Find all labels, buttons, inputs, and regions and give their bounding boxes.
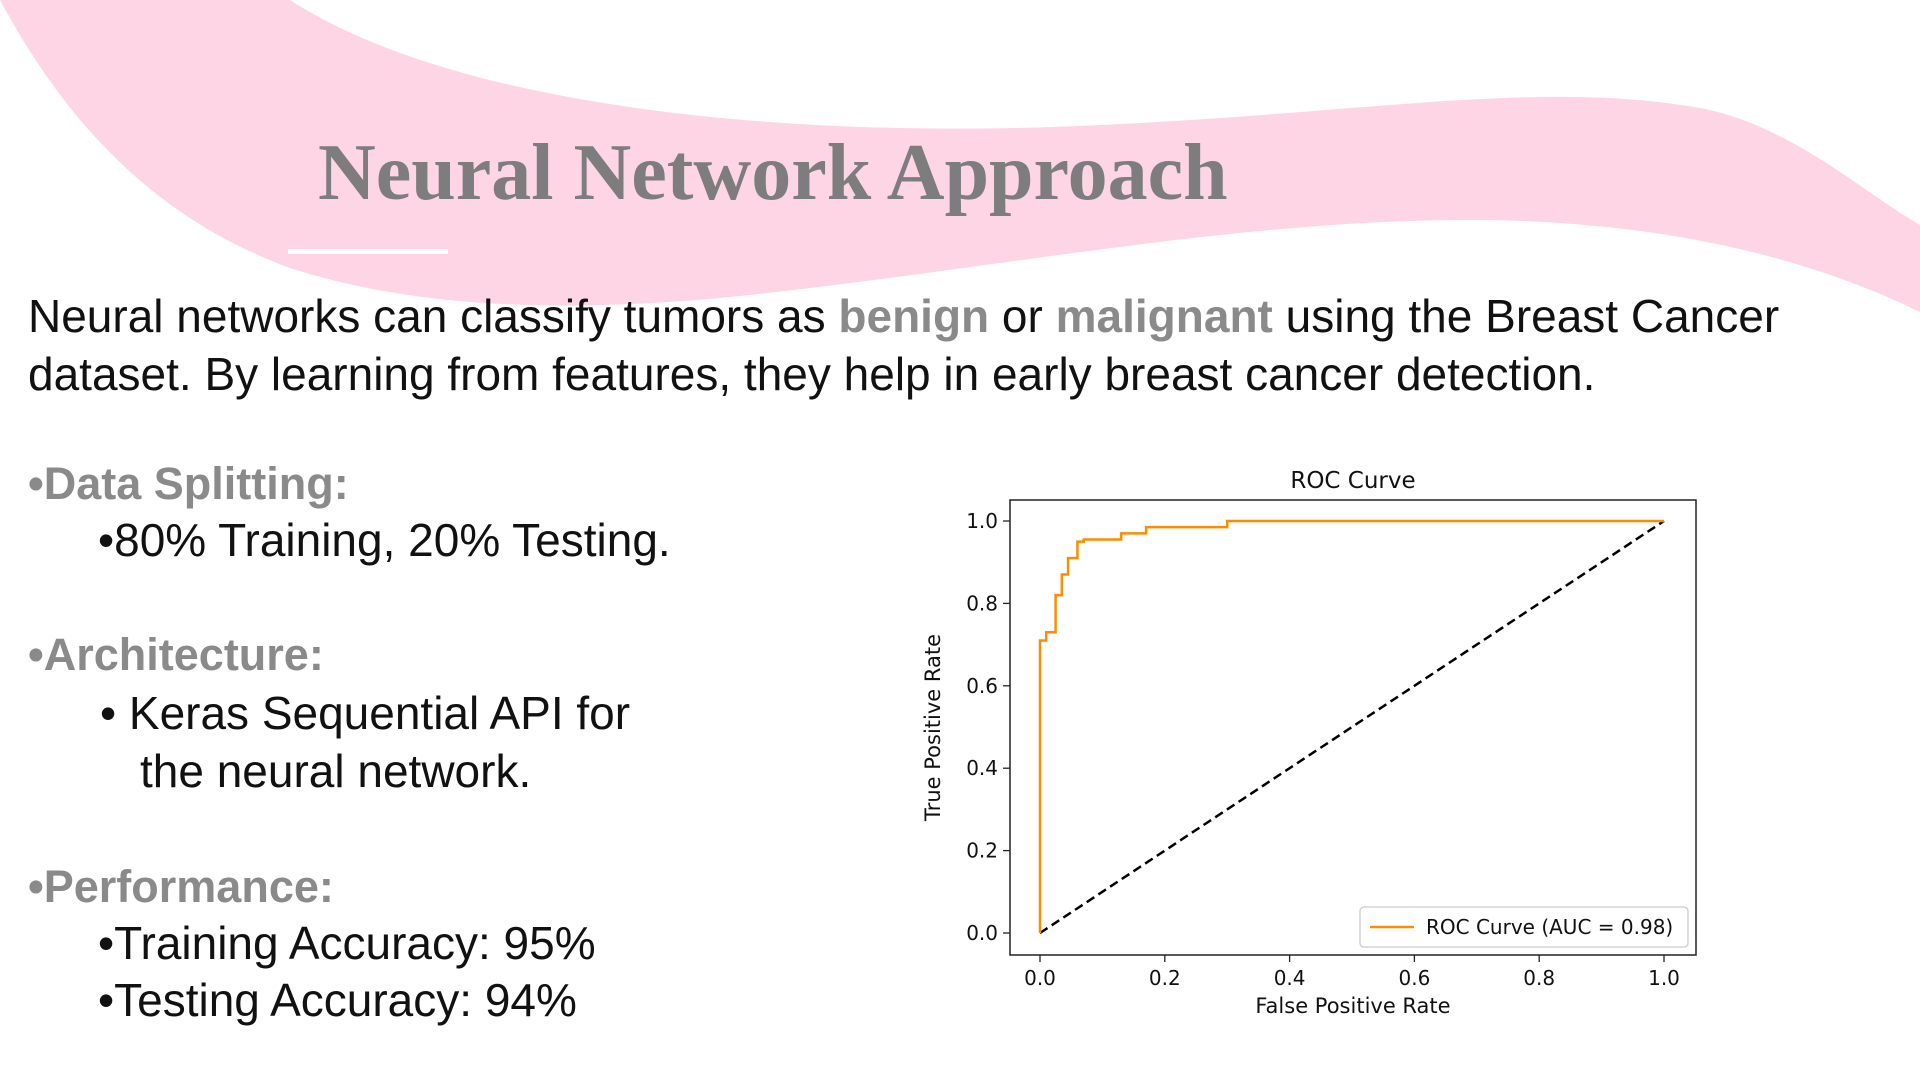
x-axis-label: False Positive Rate [1255, 994, 1450, 1018]
y-tick-label: 0.4 [966, 756, 998, 780]
diagonal-reference-line [1039, 519, 1665, 935]
y-tick-label: 0.0 [966, 921, 998, 945]
title-underline [288, 249, 448, 254]
legend-box [1359, 906, 1689, 948]
legend-label: ROC Curve (AUC = 0.98) [1426, 915, 1673, 939]
x-tick-label: 0.6 [1398, 966, 1430, 990]
x-tick-label: 0.8 [1523, 966, 1555, 990]
data-splitting-heading: •Data Splitting: [28, 458, 349, 509]
x-tick-label: 0.2 [1149, 966, 1181, 990]
intro-paragraph: Neural networks can classify tumors as b… [28, 287, 1888, 403]
intro-text-2: or [989, 290, 1056, 342]
page-title: Neural Network Approach [318, 129, 1228, 217]
training-accuracy-item: •Training Accuracy: 95% [98, 917, 596, 969]
decorative-wave [0, 0, 1920, 312]
x-tick-label: 1.0 [1648, 966, 1680, 990]
architecture-item-line2: the neural network. [140, 745, 532, 797]
chart-title: ROC Curve [1290, 468, 1415, 494]
x-tick-label: 0.4 [1274, 966, 1306, 990]
highlight-malignant: malignant [1055, 290, 1273, 342]
y-axis-label: True Positive Rate [921, 634, 945, 822]
y-tick-label: 0.8 [966, 591, 998, 615]
roc-curve-line [1038, 519, 1664, 933]
performance-heading: •Performance: [28, 861, 334, 912]
intro-text-3: using the Breast Cancer dataset. By lear… [28, 290, 1780, 400]
architecture-heading: •Architecture: [28, 629, 324, 680]
data-splitting-item: •80% Training, 20% Testing. [98, 514, 671, 566]
y-tick-label: 0.6 [966, 674, 998, 698]
intro-text-1: Neural networks can classify tumors as [28, 290, 839, 342]
y-tick-label: 0.2 [966, 839, 998, 863]
x-tick-label: 0.0 [1024, 966, 1056, 990]
roc-chart: ROC Curve 0.0 0.2 0.4 0.6 0.8 1.0 0.0 0.2 0.4 0.6 0… [921, 468, 1697, 1018]
pink-wave-shape [0, 0, 1920, 312]
highlight-benign: benign [838, 290, 990, 342]
testing-accuracy-item: •Testing Accuracy: 94% [98, 974, 577, 1026]
y-tick-label: 1.0 [966, 509, 998, 533]
architecture-item-line1: • Keras Sequential API for [100, 687, 631, 739]
